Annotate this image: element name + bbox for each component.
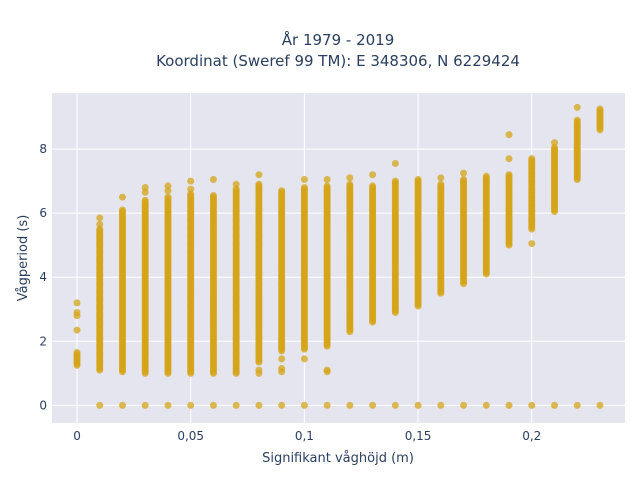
data-point: [255, 171, 263, 179]
data-point: [232, 180, 240, 188]
data-point: [505, 155, 513, 163]
data-point: [96, 401, 104, 409]
data-point: [278, 187, 286, 195]
data-point: [232, 401, 240, 409]
x-axis-title: Signifikant våghöjd (m): [262, 451, 414, 466]
data-point: [460, 169, 468, 177]
data-point: [164, 401, 172, 409]
x-tick-label: 0: [73, 429, 81, 443]
y-axis-title: Vågperiod (s): [16, 215, 31, 302]
data-point: [232, 185, 240, 193]
data-point: [209, 176, 217, 184]
data-point: [141, 184, 149, 192]
data-point: [391, 177, 399, 185]
data-point: [300, 184, 308, 192]
data-point: [255, 180, 263, 188]
data-point: [300, 176, 308, 184]
data-point: [505, 171, 513, 179]
data-point: [391, 159, 399, 167]
chart-title-line-1: År 1979 - 2019: [282, 30, 395, 49]
y-tick-labels: 0 2 4 6 8: [39, 142, 47, 412]
data-point: [573, 103, 581, 111]
data-point: [278, 368, 286, 376]
x-tick-label: 0,15: [405, 429, 432, 443]
data-point: [596, 401, 604, 409]
data-point: [551, 401, 559, 409]
data-point: [73, 299, 81, 307]
data-point: [73, 326, 81, 334]
data-point: [391, 401, 399, 409]
y-tick-label: 6: [39, 206, 47, 220]
data-point: [323, 368, 331, 376]
data-point: [460, 176, 468, 184]
data-point: [437, 401, 445, 409]
data-point: [346, 174, 354, 182]
data-point: [460, 401, 468, 409]
data-point: [369, 182, 377, 190]
plot-background: [52, 93, 625, 423]
data-point: [255, 369, 263, 377]
data-point: [141, 196, 149, 204]
data-point: [164, 182, 172, 190]
data-point: [278, 401, 286, 409]
data-point: [551, 143, 559, 151]
data-point: [505, 131, 513, 139]
data-point: [323, 401, 331, 409]
data-point: [118, 193, 126, 201]
data-point: [164, 193, 172, 201]
data-point: [528, 401, 536, 409]
data-point: [209, 401, 217, 409]
data-point: [573, 401, 581, 409]
y-tick-label: 2: [39, 334, 47, 348]
data-point: [141, 401, 149, 409]
data-point: [73, 308, 81, 316]
data-point: [96, 214, 104, 222]
data-point: [573, 116, 581, 124]
data-point: [346, 401, 354, 409]
data-point: [437, 174, 445, 182]
data-point: [209, 192, 217, 200]
data-point: [187, 190, 195, 198]
data-point: [437, 180, 445, 188]
data-point: [323, 182, 331, 190]
data-point: [596, 105, 604, 113]
data-point: [187, 401, 195, 409]
data-point: [187, 177, 195, 185]
data-point: [96, 220, 104, 228]
y-tick-label: 8: [39, 142, 47, 156]
x-tick-label: 0,05: [177, 429, 204, 443]
x-tick-labels: 0 0,05 0,1 0,15 0,2: [73, 429, 541, 443]
data-point: [505, 401, 513, 409]
data-point: [255, 401, 263, 409]
data-point: [346, 180, 354, 188]
x-tick-label: 0,2: [522, 429, 541, 443]
y-tick-label: 0: [39, 398, 47, 412]
data-point: [187, 185, 195, 193]
data-point: [73, 349, 81, 357]
data-point: [118, 401, 126, 409]
data-point: [323, 176, 331, 184]
data-point: [414, 176, 422, 184]
data-point: [141, 188, 149, 196]
data-point: [369, 401, 377, 409]
data-point: [482, 172, 490, 180]
data-point: [118, 206, 126, 214]
data-point: [300, 355, 308, 363]
y-tick-label: 4: [39, 270, 47, 284]
data-point: [369, 171, 377, 179]
data-point: [300, 401, 308, 409]
data-point: [278, 355, 286, 363]
data-point: [414, 401, 422, 409]
data-point: [528, 240, 536, 248]
chart-title-line-2: Koordinat (Sweref 99 TM): E 348306, N 62…: [156, 52, 520, 70]
data-point: [482, 401, 490, 409]
data-point: [164, 187, 172, 195]
data-point: [96, 225, 104, 233]
data-point: [551, 139, 559, 147]
data-point: [528, 155, 536, 163]
x-tick-label: 0,1: [295, 429, 314, 443]
data-points: [73, 103, 604, 409]
